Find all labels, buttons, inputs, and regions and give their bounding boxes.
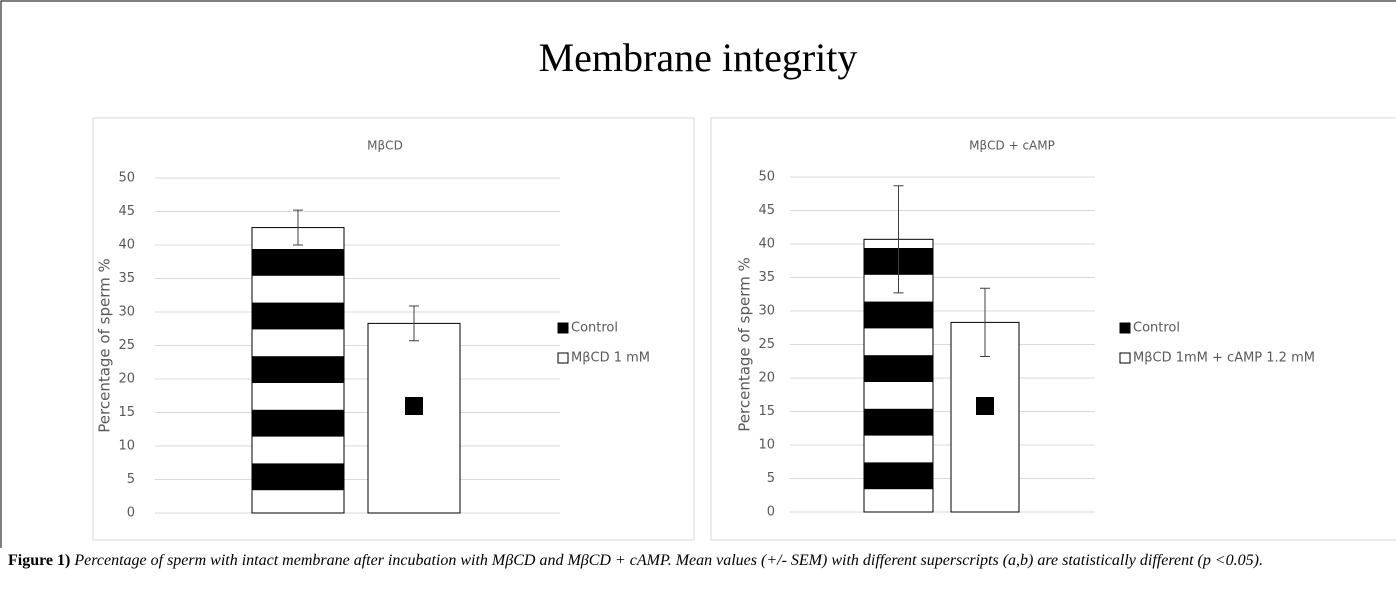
error-bar (409, 305, 419, 342)
y-tick-label: 25 (118, 338, 135, 353)
bar (251, 227, 345, 514)
y-tick-label: 10 (118, 439, 135, 454)
figure: Membrane integrity MβCD Percentage of spe… (0, 0, 1396, 548)
legend-swatch (1119, 352, 1131, 364)
y-tick-label: 30 (118, 305, 135, 320)
legend-label: Control (1133, 321, 1180, 336)
bar (863, 238, 934, 513)
legend-label: MβCD 1 mM (571, 351, 650, 366)
error-bar (893, 185, 904, 294)
y-tick-label: 0 (127, 506, 135, 521)
y-tick-label: 25 (758, 337, 775, 352)
caption-text: Percentage of sperm with intact membrane… (74, 552, 1263, 569)
y-tick-label: 5 (127, 472, 135, 487)
figure-title: Membrane integrity (539, 35, 858, 80)
y-tick-label: 40 (118, 238, 135, 253)
y-tick-label: 50 (758, 170, 775, 185)
y-tick-label: 15 (118, 405, 135, 420)
y-tick-label: 45 (758, 203, 775, 218)
chart-panel (710, 117, 1396, 541)
y-tick-label: 0 (767, 505, 775, 520)
legend-label: Control (571, 321, 618, 336)
chart-title: MβCD + cAMP (969, 139, 1055, 153)
y-tick-label: 30 (758, 304, 775, 319)
bar-marker (976, 397, 994, 415)
error-bar (293, 209, 303, 246)
legend-swatch (557, 352, 569, 364)
caption: Figure 1) Percentage of sperm with intac… (8, 550, 1396, 572)
chart-title: MβCD (367, 139, 403, 153)
y-axis-label: Percentage of sperm % (96, 258, 114, 432)
caption-label: Figure 1) (8, 552, 71, 569)
legend-label: MβCD 1mM + cAMP 1.2 mM (1133, 351, 1315, 366)
y-tick-label: 45 (118, 204, 135, 219)
y-tick-label: 15 (758, 404, 775, 419)
y-tick-label: 40 (758, 237, 775, 252)
y-tick-label: 5 (767, 471, 775, 486)
y-tick-label: 35 (758, 270, 775, 285)
y-tick-label: 20 (118, 372, 135, 387)
legend-swatch (557, 322, 569, 334)
y-axis-label: Percentage of sperm % (736, 257, 754, 431)
y-tick-label: 50 (118, 171, 135, 186)
error-bar (980, 287, 990, 358)
bar-marker (405, 397, 423, 415)
y-tick-label: 35 (118, 271, 135, 286)
y-tick-label: 20 (758, 371, 775, 386)
legend-swatch (1119, 322, 1131, 334)
bar (367, 322, 461, 514)
figure-border (0, 0, 1396, 548)
y-tick-label: 10 (758, 438, 775, 453)
